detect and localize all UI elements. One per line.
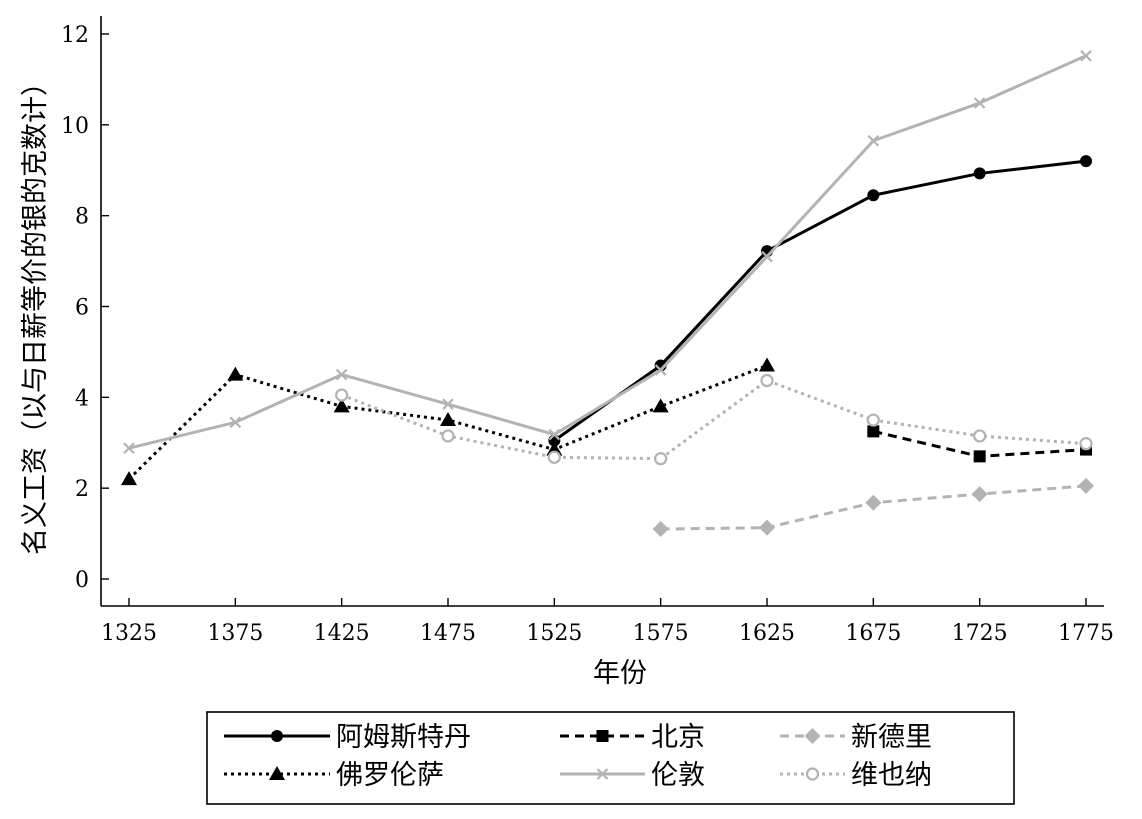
data-point [1080,50,1092,62]
data-point [759,519,775,536]
x-tick-label: 1375 [207,621,263,646]
x-tick-label: 1725 [952,621,1008,646]
data-point [760,373,774,388]
y-tick-label: 6 [75,296,89,321]
legend-item: 阿姆斯特丹 [224,722,471,753]
data-point [547,450,561,464]
data-point [973,167,986,180]
series-2 [652,477,1094,538]
series-line [128,54,1087,450]
y-tick-label: 8 [75,205,89,230]
data-point [1078,477,1094,494]
data-point [440,412,456,427]
legend-marker [596,768,609,780]
legend-box [206,711,1015,805]
data-point [652,521,669,538]
y-tick-label: 4 [75,386,89,411]
legend-label: 佛罗伦萨 [336,760,444,791]
data-point [654,452,668,466]
legend-item: 新德里 [780,722,932,753]
data-point [442,398,454,410]
legend-label: 新德里 [851,722,932,753]
x-tick-label: 1525 [526,621,582,646]
data-point [654,364,667,376]
legend-item: 北京 [560,722,705,753]
data-point [227,366,244,381]
data-point [1079,437,1093,451]
axes: 0 2 4 6 8 10 12 1325 1375 1425 1475 1525 1575 1625 167… [61,16,1114,646]
legend-marker [804,728,821,744]
y-axis-title: 名义工资（以与日薪等价的银的克数计） [20,69,51,555]
data-point [867,425,880,438]
data-point [867,134,880,147]
data-point [652,398,669,413]
x-tick-label: 1425 [314,621,370,646]
x-axis-title: 年份 [593,658,647,689]
legend-marker [269,766,285,780]
y-tick-label: 10 [61,114,89,139]
legend-label: 伦敦 [651,760,705,791]
y-tick-label: 12 [61,23,89,48]
series-3 [121,357,775,486]
legend-item: 维也纳 [780,760,932,791]
data-point [973,450,986,463]
x-tick-label: 1475 [420,621,476,646]
legend-item: 伦敦 [560,760,705,791]
data-point [548,428,561,441]
data-point [441,429,455,443]
data-point [759,357,775,372]
series-layer [121,50,1094,538]
data-point [973,429,987,443]
data-point [865,494,882,511]
data-point [335,368,348,381]
legend-label: 阿姆斯特丹 [336,722,471,753]
x-tick-label: 1775 [1058,621,1114,646]
data-point [971,486,988,503]
data-point [866,413,880,427]
legend-marker [805,767,820,781]
series-5 [335,373,1093,466]
legend-item: 佛罗伦萨 [224,760,444,791]
data-point [335,388,349,402]
series-4 [123,50,1092,454]
data-point [229,416,242,429]
legend-marker [596,730,609,742]
y-tick-label: 2 [75,477,89,502]
x-tick-label: 1675 [845,621,901,646]
data-point [121,471,137,486]
x-tick-label: 1625 [739,621,795,646]
series-line [341,379,1087,461]
data-point [973,97,986,109]
x-tick-label: 1325 [101,621,157,646]
data-point [867,189,880,202]
legend-label: 维也纳 [851,760,932,791]
data-point [333,398,350,413]
data-point [761,250,773,263]
legend-label: 北京 [651,722,705,753]
x-tick-label: 1575 [633,621,689,646]
series-line [553,159,1087,442]
data-point [123,442,135,454]
y-tick-label: 0 [75,568,89,593]
data-point [1080,155,1092,168]
legend-marker [271,730,283,742]
